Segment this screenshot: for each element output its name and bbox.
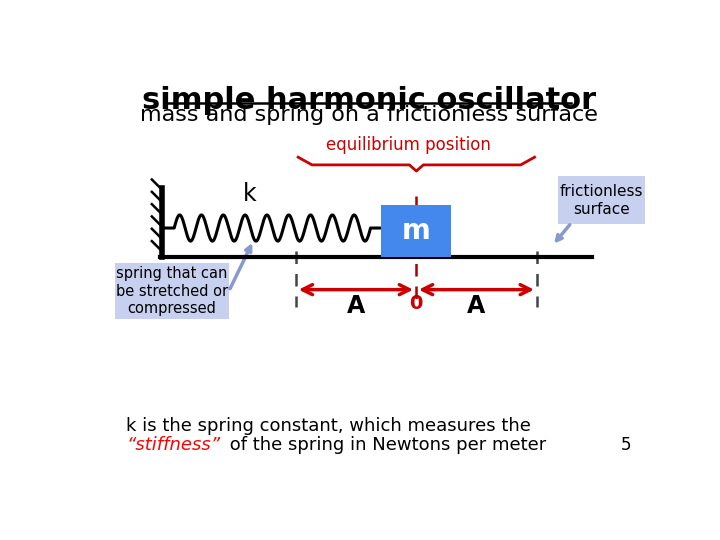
Text: of the spring in Newtons per meter: of the spring in Newtons per meter: [224, 436, 546, 454]
Text: m: m: [402, 217, 431, 245]
FancyBboxPatch shape: [559, 177, 644, 224]
Bar: [381, 205, 451, 257]
Text: equilibrium position: equilibrium position: [326, 136, 491, 154]
Text: 5: 5: [621, 436, 631, 454]
Text: “stiffness”: “stiffness”: [127, 436, 220, 454]
Text: 0: 0: [409, 294, 423, 313]
Text: frictionless
surface: frictionless surface: [559, 184, 643, 217]
Bar: [115, 264, 229, 319]
Text: spring that can
be stretched or
compressed: spring that can be stretched or compress…: [116, 266, 228, 316]
Text: simple harmonic oscillator: simple harmonic oscillator: [142, 86, 596, 116]
Text: mass and spring on a frictionless surface: mass and spring on a frictionless surfac…: [140, 105, 598, 125]
Text: A: A: [467, 294, 485, 318]
Text: k is the spring constant, which measures the: k is the spring constant, which measures…: [127, 417, 531, 435]
Text: A: A: [347, 294, 365, 318]
Text: k: k: [243, 182, 256, 206]
